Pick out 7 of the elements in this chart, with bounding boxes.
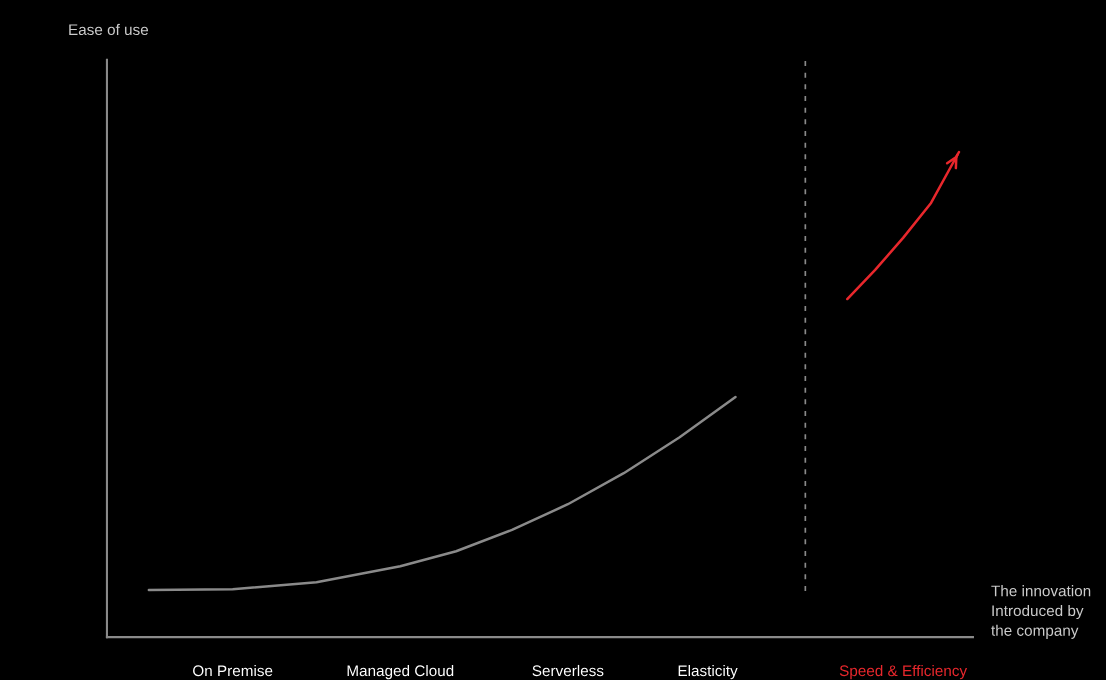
x-axis-title: The innovation Introduced by the company — [991, 585, 1091, 639]
x-tick-label: Managed Cloud — [347, 664, 454, 680]
x-tick-label: Elasticity — [678, 664, 738, 680]
x-tick-label: Serverless — [532, 664, 604, 677]
text: Ease of use — [69, 23, 149, 36]
x-tick-label: Speed & Efficiency — [839, 664, 968, 680]
x-tick-label: On Premise — [193, 664, 273, 677]
